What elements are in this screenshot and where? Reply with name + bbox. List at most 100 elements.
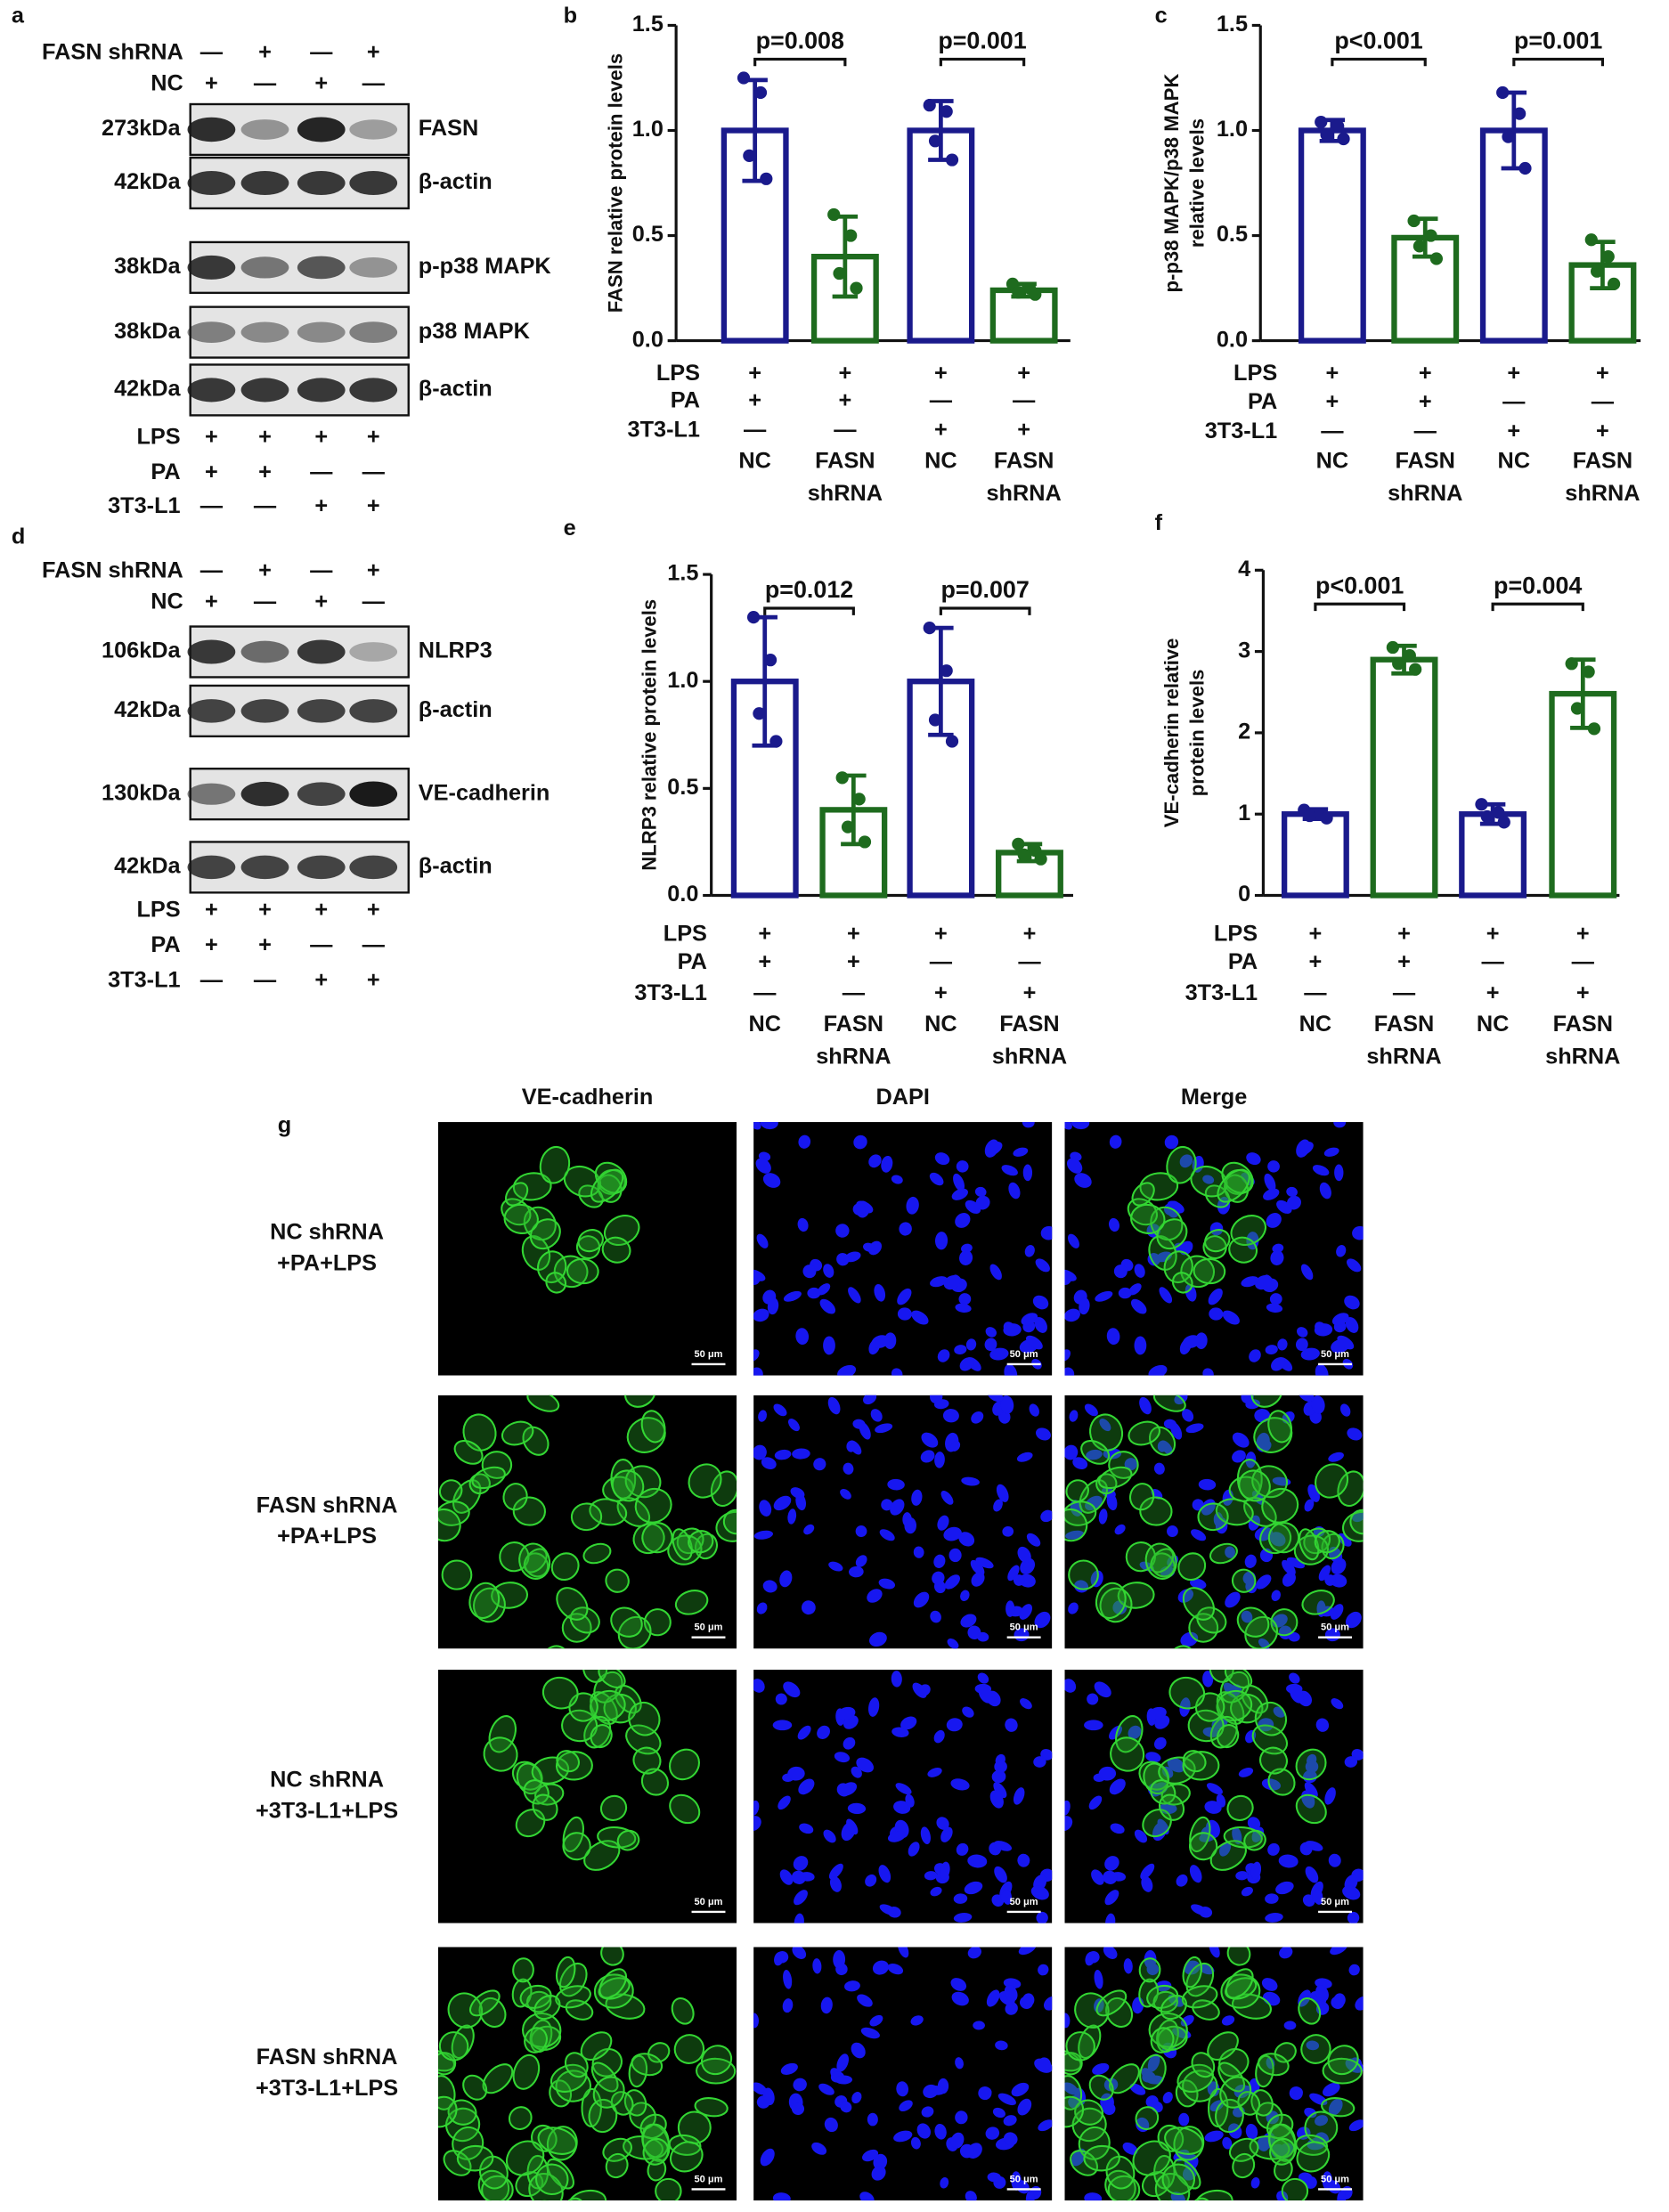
data-point bbox=[827, 208, 840, 221]
panel-letter: b bbox=[564, 4, 577, 28]
condition-sign: — bbox=[362, 459, 386, 484]
data-point bbox=[1413, 240, 1426, 252]
molecular-weight: 42kDa bbox=[114, 377, 181, 402]
channel-header: Merge bbox=[1181, 1085, 1247, 1110]
scale-bar-label: 50 μm bbox=[695, 1897, 723, 1907]
blot-band bbox=[297, 699, 346, 723]
nucleus bbox=[856, 1525, 867, 1537]
scale-bar-label: 50 μm bbox=[1321, 1897, 1349, 1907]
blot-band bbox=[349, 856, 397, 880]
data-point bbox=[1331, 120, 1344, 133]
row-label: FASN shRNA bbox=[256, 2045, 398, 2070]
y-axis-label: NLRP3 relative protein levels bbox=[639, 599, 661, 871]
condition-sign: + bbox=[205, 459, 218, 484]
blot-band bbox=[349, 781, 397, 806]
y-tick-label: 1.5 bbox=[667, 561, 698, 586]
condition-sign: + bbox=[258, 558, 272, 583]
condition-sign: + bbox=[367, 558, 380, 583]
bar bbox=[1301, 131, 1364, 341]
condition-sign: + bbox=[1507, 419, 1520, 443]
condition-sign: + bbox=[314, 898, 328, 923]
condition-sign: + bbox=[205, 932, 218, 957]
condition-sign: — bbox=[200, 968, 224, 993]
group-label: NC bbox=[748, 1012, 781, 1037]
blot-band bbox=[297, 782, 346, 806]
data-point bbox=[844, 229, 857, 241]
condition-label: LPS bbox=[1233, 361, 1277, 386]
panel-letter: g bbox=[278, 1112, 291, 1137]
condition-sign: + bbox=[1576, 980, 1590, 1005]
y-axis-label: FASN relative protein levels bbox=[605, 53, 627, 313]
p-value: p=0.007 bbox=[941, 576, 1030, 603]
blot-band bbox=[349, 321, 397, 343]
scale-bar-label: 50 μm bbox=[1010, 1349, 1038, 1360]
blot-band bbox=[188, 171, 236, 195]
blot-band bbox=[297, 117, 346, 142]
data-point bbox=[737, 71, 750, 84]
blot-band bbox=[297, 171, 346, 195]
condition-sign: + bbox=[934, 980, 948, 1005]
condition-label: FASN shRNA bbox=[42, 558, 183, 583]
protein-label: β-actin bbox=[419, 854, 493, 879]
molecular-weight: 38kDa bbox=[114, 254, 181, 279]
condition-sign: + bbox=[314, 968, 328, 993]
condition-sign: — bbox=[930, 387, 953, 412]
y-tick-label: 0.5 bbox=[1217, 222, 1248, 247]
blot-band bbox=[297, 256, 346, 280]
blot-band bbox=[188, 378, 236, 402]
significance-bracket bbox=[940, 608, 1030, 615]
condition-sign: — bbox=[254, 493, 277, 518]
condition-sign: + bbox=[258, 40, 272, 65]
p-value: p=0.008 bbox=[756, 28, 844, 54]
condition-sign: + bbox=[205, 589, 218, 614]
y-tick-label: 0.5 bbox=[632, 222, 664, 247]
group-label: NC bbox=[738, 448, 771, 473]
condition-sign: — bbox=[310, 932, 333, 957]
condition-label: NC bbox=[151, 589, 183, 614]
molecular-weight: 273kDa bbox=[102, 116, 181, 141]
blot-band bbox=[241, 321, 289, 342]
group-label: NC bbox=[1299, 1012, 1332, 1037]
data-point bbox=[940, 105, 953, 118]
condition-sign: + bbox=[1017, 361, 1030, 386]
data-point bbox=[1029, 289, 1041, 301]
condition-sign: — bbox=[1013, 387, 1036, 412]
condition-sign: + bbox=[314, 424, 328, 449]
condition-sign: — bbox=[834, 417, 857, 442]
nucleus bbox=[773, 1720, 793, 1730]
blot-band bbox=[241, 256, 289, 278]
micrograph: 50 μm bbox=[1056, 1115, 1368, 1385]
condition-sign: + bbox=[367, 40, 380, 65]
condition-label: PA bbox=[1248, 389, 1277, 414]
blot-band bbox=[241, 641, 289, 663]
condition-sign: + bbox=[1017, 417, 1030, 442]
protein-label: p38 MAPK bbox=[419, 319, 531, 344]
cell-membrane bbox=[562, 1832, 590, 1860]
group-label: NC bbox=[1477, 1012, 1510, 1037]
scale-bar-label: 50 μm bbox=[695, 2174, 723, 2184]
cell-membrane bbox=[535, 2164, 568, 2195]
nucleus bbox=[1084, 1720, 1103, 1730]
condition-sign: + bbox=[314, 589, 328, 614]
channel-header: DAPI bbox=[875, 1085, 929, 1110]
cell-membrane bbox=[1069, 1560, 1098, 1589]
blot-band bbox=[349, 171, 397, 195]
y-tick-label: 0.0 bbox=[632, 327, 664, 352]
condition-sign: + bbox=[1309, 949, 1323, 974]
p-value: p<0.001 bbox=[1315, 572, 1404, 598]
bar bbox=[1284, 814, 1347, 895]
condition-sign: + bbox=[1325, 389, 1339, 414]
condition-sign: — bbox=[254, 71, 277, 96]
blot-band bbox=[297, 321, 346, 342]
significance-bracket bbox=[1493, 604, 1583, 611]
blot-band bbox=[241, 119, 289, 140]
row-label: FASN shRNA bbox=[256, 1492, 398, 1517]
data-point bbox=[929, 713, 941, 726]
y-tick-label: 1.0 bbox=[1217, 117, 1248, 142]
blot-band bbox=[297, 856, 346, 880]
data-point bbox=[764, 654, 777, 666]
cell-membrane bbox=[457, 2145, 493, 2171]
condition-label: PA bbox=[671, 387, 700, 412]
data-point bbox=[1387, 641, 1399, 654]
